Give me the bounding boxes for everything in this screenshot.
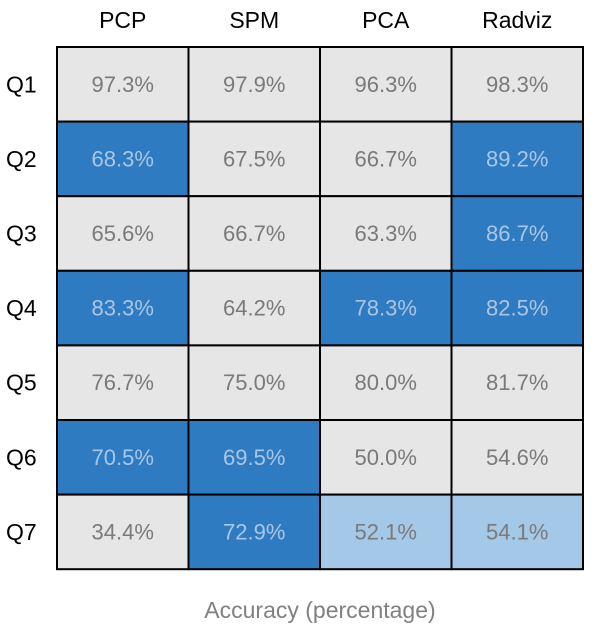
row-label-q3: Q3	[6, 221, 37, 247]
cell-value-q4-pcp: 83.3%	[92, 296, 154, 321]
cell-value-q1-pcp: 97.3%	[92, 72, 154, 97]
row-label-q5: Q5	[6, 370, 37, 396]
row-label-q6: Q6	[6, 444, 37, 470]
cell-q6-spm	[187, 419, 321, 496]
cell-q1-pca	[319, 46, 453, 123]
cell-value-q4-spm: 64.2%	[223, 296, 285, 321]
cell-value-q5-pcp: 76.7%	[92, 370, 154, 395]
cell-value-q2-pcp: 68.3%	[92, 146, 154, 171]
column-label-pca: PCA	[362, 7, 410, 33]
cell-value-q7-pca: 52.1%	[355, 519, 417, 544]
cell-value-q3-radviz: 86.7%	[486, 221, 548, 246]
cell-q7-pcp	[56, 493, 190, 571]
cell-q6-pcp	[56, 419, 190, 496]
cell-value-q4-radviz: 82.5%	[486, 296, 548, 321]
cells-layer: 97.3% 97.9% 96.3% 98.3% 68.3% 67.5% 66.7% 89.2%…	[56, 46, 584, 571]
cell-value-q1-pca: 96.3%	[355, 72, 417, 97]
cell-q2-spm	[187, 120, 321, 198]
cell-value-q7-pcp: 34.4%	[92, 519, 154, 544]
cell-value-q5-pca: 80.0%	[355, 370, 417, 395]
cell-q6-pca	[319, 419, 453, 496]
column-labels: PCP SPM PCA Radviz	[99, 7, 552, 33]
row-labels: Q1 Q2 Q3 Q4 Q5 Q6 Q7	[6, 71, 37, 545]
cell-q5-pcp	[56, 344, 190, 421]
cell-value-q7-radviz: 54.1%	[486, 519, 548, 544]
row-label-q2: Q2	[6, 146, 37, 172]
cell-q4-spm	[187, 269, 321, 347]
cell-value-q1-radviz: 98.3%	[486, 72, 548, 97]
cell-value-q2-radviz: 89.2%	[486, 146, 548, 171]
cell-value-q5-radviz: 81.7%	[486, 370, 548, 395]
cell-value-q7-spm: 72.9%	[223, 519, 285, 544]
row-label-q7: Q7	[6, 519, 37, 545]
column-label-spm: SPM	[229, 7, 279, 33]
cell-value-q1-spm: 97.9%	[223, 72, 285, 97]
row-label-q4: Q4	[6, 295, 37, 321]
row-label-q1: Q1	[6, 71, 37, 97]
cell-value-q6-spm: 69.5%	[223, 445, 285, 470]
cell-q5-pca	[319, 344, 453, 421]
column-label-radviz: Radviz	[482, 7, 552, 33]
cell-q1-radviz	[450, 46, 584, 123]
chart-caption: Accuracy (percentage)	[204, 597, 435, 623]
cell-q5-spm	[187, 344, 321, 421]
cell-q2-radviz	[450, 120, 584, 198]
cell-q6-radviz	[450, 419, 584, 496]
cell-value-q5-spm: 75.0%	[223, 370, 285, 395]
cell-q7-radviz	[450, 493, 584, 571]
cell-value-q2-spm: 67.5%	[223, 146, 285, 171]
cell-value-q2-pca: 66.7%	[355, 146, 417, 171]
cell-q7-pca	[319, 493, 453, 571]
column-label-pcp: PCP	[99, 7, 146, 33]
cell-value-q6-radviz: 54.6%	[486, 445, 548, 470]
cell-value-q4-pca: 78.3%	[355, 296, 417, 321]
cell-value-q3-pca: 63.3%	[355, 221, 417, 246]
cell-value-q3-spm: 66.7%	[223, 221, 285, 246]
cell-q4-radviz	[450, 269, 584, 347]
cell-value-q3-pcp: 65.6%	[92, 221, 154, 246]
cell-q3-spm	[187, 195, 321, 272]
cell-q5-radviz	[450, 344, 584, 421]
cell-q1-pcp	[56, 46, 190, 123]
cell-value-q6-pca: 50.0%	[355, 445, 417, 470]
cell-q3-radviz	[450, 195, 584, 272]
cell-q1-spm	[187, 46, 321, 123]
cell-value-q6-pcp: 70.5%	[92, 445, 154, 470]
